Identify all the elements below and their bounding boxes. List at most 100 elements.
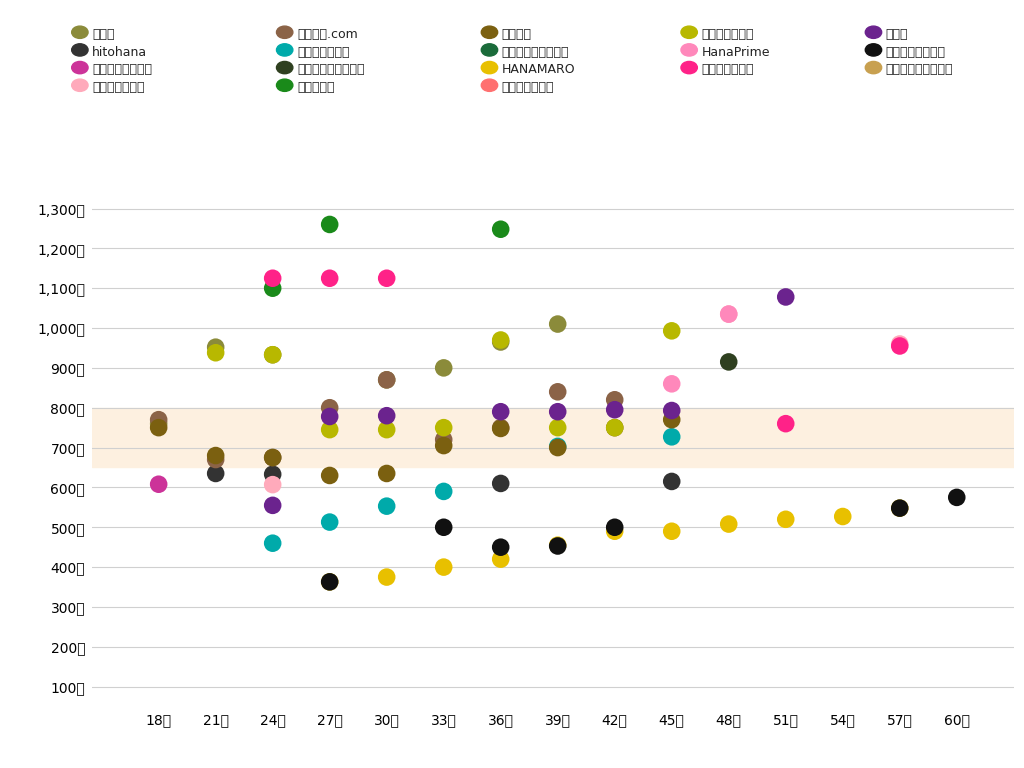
Point [493,334,509,346]
Point [777,418,794,430]
Point [322,576,338,588]
Point [664,405,680,417]
Point [550,422,566,434]
Point [892,338,908,350]
Point [435,439,452,452]
Point [264,282,281,294]
Point [379,374,395,386]
Point [493,223,509,235]
Point [664,525,680,538]
Point [493,541,509,553]
Point [322,576,338,588]
Point [322,402,338,414]
Point [493,336,509,348]
Point [322,516,338,528]
Point [322,218,338,230]
Text: 花秘書: 花秘書 [92,28,115,41]
Text: 幸福の胡蝶蘭屋さん: 幸福の胡蝶蘭屋さん [297,64,365,76]
Point [777,513,794,525]
Point [493,553,509,565]
Point [264,452,281,464]
Point [948,492,965,504]
Point [550,386,566,398]
Point [435,485,452,498]
Text: プレミアガーデン: プレミアガーデン [886,46,946,58]
Point [606,422,623,434]
Text: ベストフラワー: ベストフラワー [701,28,754,41]
Point [493,477,509,489]
Point [264,349,281,361]
Point [379,571,395,583]
Point [721,356,737,368]
Text: 花キューピッド: 花キューピッド [502,81,554,94]
Point [264,452,281,464]
Point [208,341,224,353]
Point [606,403,623,415]
Text: hitohana: hitohana [92,46,147,58]
Point [151,413,167,425]
Text: ふじみ野ラン園: ふじみ野ラン園 [297,46,349,58]
Bar [92,408,1014,468]
Point [264,468,281,481]
Point [550,539,566,551]
Point [208,468,224,480]
Point [606,521,623,534]
Point [550,442,566,454]
Point [264,537,281,549]
Point [208,449,224,462]
Text: クマサキ洋ラン農園: クマサキ洋ラン農園 [886,64,953,76]
Point [379,468,395,480]
Text: 日比谷花壇: 日比谷花壇 [297,81,335,94]
Point [664,325,680,337]
Point [379,272,395,284]
Point [322,423,338,435]
Point [264,349,281,361]
Point [721,308,737,320]
Point [664,413,680,425]
Point [379,409,395,422]
Point [264,499,281,511]
Point [379,423,395,435]
Point [151,478,167,491]
Point [493,422,509,435]
Point [435,362,452,374]
Point [435,521,452,534]
Point [379,374,395,386]
Point [435,433,452,445]
Point [550,406,566,418]
Point [151,418,167,430]
Text: らんや: らんや [886,28,908,41]
Text: 胡蝶蘭園.com: 胡蝶蘭園.com [297,28,357,41]
Point [435,422,452,434]
Text: ビジネスフラワー: ビジネスフラワー [92,64,153,76]
Point [777,291,794,303]
Point [322,410,338,422]
Point [664,431,680,443]
Point [264,272,281,284]
Point [664,475,680,488]
Point [892,502,908,515]
Point [606,525,623,538]
Text: HanaPrime: HanaPrime [701,46,770,58]
Point [493,406,509,418]
Point [435,561,452,573]
Point [606,394,623,406]
Point [721,308,737,320]
Point [721,518,737,530]
Point [493,422,509,434]
Text: HANAMARO: HANAMARO [502,64,575,76]
Point [606,422,623,434]
Point [264,478,281,491]
Point [550,440,566,452]
Point [322,469,338,482]
Point [892,339,908,352]
Point [664,378,680,390]
Point [208,453,224,465]
Point [892,502,908,515]
Point [151,422,167,434]
Point [379,500,395,512]
Point [322,272,338,284]
Point [835,511,851,523]
Text: ヒカル・オーキッド: ヒカル・オーキッド [502,46,569,58]
Point [208,346,224,359]
